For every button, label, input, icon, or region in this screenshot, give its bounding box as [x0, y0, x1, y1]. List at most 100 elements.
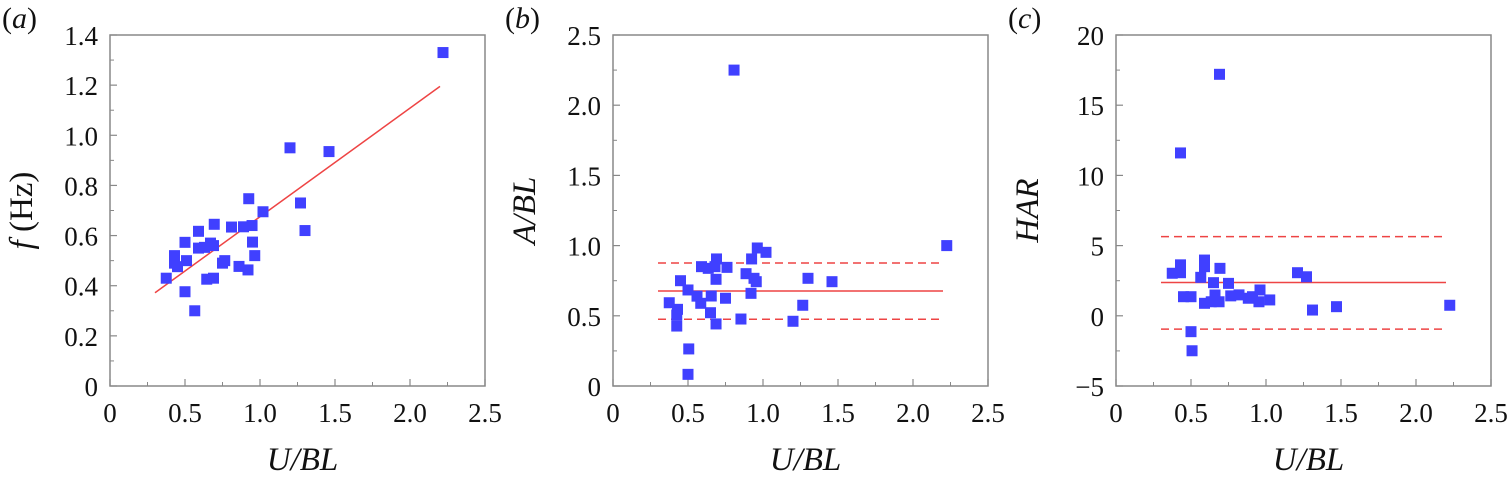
- x-axis-label: U/BL: [770, 442, 842, 478]
- data-point-marker: [1209, 289, 1221, 301]
- data-point-marker: [1175, 147, 1186, 159]
- data-point-marker: [233, 260, 245, 272]
- data-point-marker: [1213, 296, 1225, 308]
- data-point-marker: [193, 225, 204, 237]
- data-point-marker: [1253, 296, 1265, 308]
- x-axis-label: U/BL: [267, 442, 339, 478]
- data-point-marker: [710, 273, 722, 285]
- data-point-marker: [671, 309, 683, 321]
- x-tick-label: 2.0: [393, 398, 427, 428]
- data-point-marker: [728, 64, 740, 76]
- x-tick-label: 1.0: [243, 398, 277, 428]
- y-tick-label: 0: [588, 372, 602, 402]
- data-point-marker: [740, 268, 752, 280]
- data-point-marker: [1225, 290, 1237, 302]
- y-tick-label: 0: [85, 372, 99, 402]
- data-point-marker: [683, 343, 695, 355]
- data-point-marker: [179, 286, 191, 298]
- y-tick-label: 0.8: [64, 171, 98, 201]
- data-point-marker: [695, 297, 707, 309]
- x-tick-label: 2.5: [971, 398, 1005, 428]
- x-tick-label: 0.5: [168, 398, 202, 428]
- x-tick-label: 1.0: [746, 398, 780, 428]
- y-tick-label: −5: [1075, 372, 1104, 402]
- plot-frame: [612, 34, 989, 387]
- data-point-marker: [675, 275, 686, 287]
- y-tick-label: 2.0: [567, 91, 601, 121]
- data-point-marker: [1292, 267, 1303, 279]
- data-point-marker: [219, 255, 231, 267]
- data-point-marker: [797, 299, 809, 311]
- data-point-marker: [1205, 296, 1217, 308]
- x-tick-label: 0: [103, 398, 117, 428]
- data-point-marker: [750, 276, 762, 288]
- data-point-marker: [696, 261, 707, 273]
- x-tick-label: 2.0: [1399, 398, 1433, 428]
- data-point-marker: [1178, 291, 1189, 303]
- data-point-marker: [711, 253, 722, 265]
- data-point-marker: [691, 290, 703, 302]
- data-point-marker: [1199, 254, 1210, 266]
- data-point-marker: [299, 225, 311, 237]
- data-point-marker: [1214, 68, 1225, 80]
- data-point-marker: [193, 242, 204, 254]
- data-point-marker: [1247, 291, 1258, 303]
- data-point-marker: [735, 313, 747, 325]
- x-tick-label: 0: [606, 398, 620, 428]
- data-point-marker: [1175, 267, 1186, 279]
- data-point-marker: [249, 250, 261, 262]
- data-point-marker: [179, 236, 191, 248]
- y-axis-label: A/BL: [507, 177, 543, 247]
- data-point-marker: [208, 240, 219, 252]
- data-point-marker: [1199, 297, 1210, 309]
- data-point-marker: [745, 287, 757, 299]
- panel-label-c: (c): [1008, 2, 1041, 35]
- x-tick-label: 2.5: [468, 398, 502, 428]
- data-point-marker: [208, 272, 219, 284]
- data-point-marker: [295, 197, 306, 209]
- data-point-marker: [1254, 284, 1266, 296]
- x-tick-label: 0.5: [1174, 398, 1208, 428]
- x-tick-label: 2.0: [896, 398, 930, 428]
- panel-label-b: (b): [505, 2, 540, 35]
- y-tick-label: 1.0: [567, 232, 601, 262]
- data-point-marker: [189, 305, 201, 317]
- data-point-marker: [1186, 345, 1198, 357]
- data-point-marker: [284, 142, 296, 154]
- data-point-marker: [709, 261, 721, 273]
- x-tick-label: 1.5: [1324, 398, 1358, 428]
- x-tick-label: 2.5: [1474, 398, 1508, 428]
- data-point-marker: [208, 218, 220, 230]
- data-point-marker: [787, 315, 799, 327]
- y-tick-label: 1.4: [64, 21, 98, 51]
- y-axis-label: HAR: [1010, 178, 1046, 243]
- data-point-marker: [257, 206, 269, 218]
- data-point-marker: [682, 284, 694, 296]
- y-tick-label: 5: [1091, 232, 1105, 262]
- data-point-marker: [323, 146, 335, 158]
- y-tick-label: 1.0: [64, 121, 98, 151]
- data-point-marker: [1223, 277, 1234, 289]
- data-point-marker: [243, 193, 255, 205]
- y-tick-label: 0.4: [64, 272, 98, 302]
- data-point-marker: [671, 320, 683, 332]
- data-point-marker: [1166, 267, 1178, 279]
- data-point-marker: [720, 292, 731, 304]
- x-tick-label: 1.5: [318, 398, 352, 428]
- data-point-marker: [1301, 271, 1312, 283]
- data-point-marker: [1214, 262, 1226, 274]
- panel-a: 0 0.5 1.0 1.5 2.0 2.5 0 0.2 0.4 0.6 0.8 1.0 1.2 1.4 U/…: [2, 2, 502, 478]
- data-point-marker: [1307, 304, 1318, 316]
- data-point-marker: [1208, 277, 1219, 289]
- y-tick-label: 2.5: [567, 21, 601, 51]
- data-point-marker: [1264, 294, 1276, 306]
- data-point-marker: [802, 272, 814, 284]
- y-tick-label: 0.6: [64, 222, 98, 252]
- data-point-marker: [1175, 259, 1186, 271]
- y-tick-label: 0.2: [64, 322, 98, 352]
- plot-frame: [1115, 34, 1492, 387]
- y-tick-label: 10: [1077, 161, 1104, 191]
- data-point-marker: [238, 221, 249, 233]
- data-point-marker: [663, 297, 675, 309]
- data-point-marker: [705, 307, 716, 319]
